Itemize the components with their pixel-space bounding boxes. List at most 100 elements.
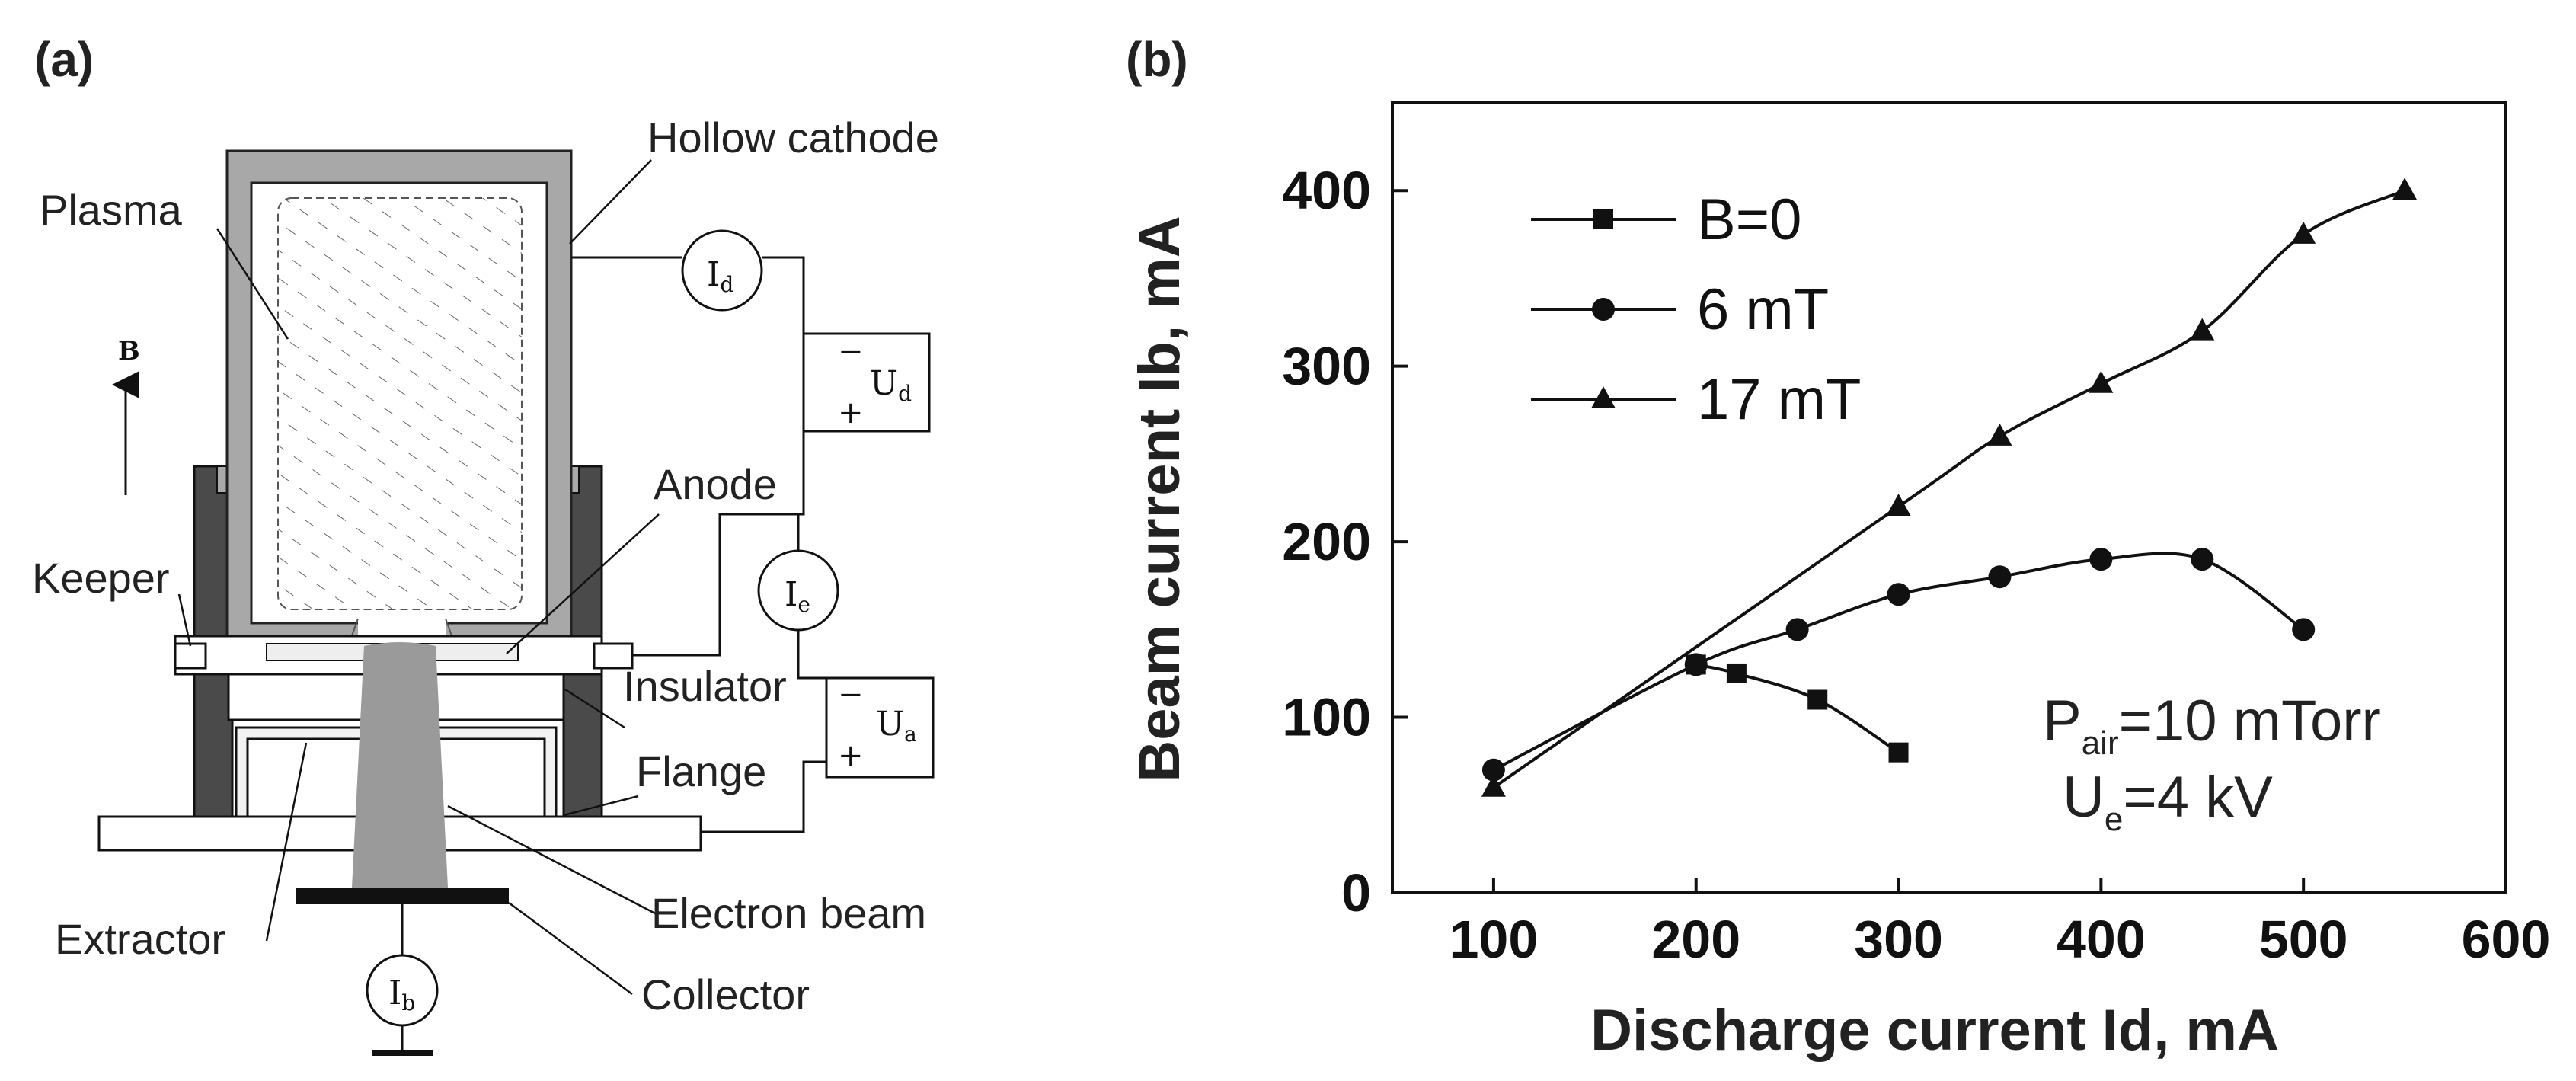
y-tick-label: 0: [1341, 863, 1371, 923]
field-label: B: [118, 336, 140, 366]
x-tick-label: 400: [2057, 910, 2146, 969]
circuit-wires: [571, 256, 826, 833]
collector: [296, 888, 509, 904]
supply-ud-minus: −: [838, 334, 864, 369]
label-keeper: Keeper: [32, 554, 170, 602]
data-point-6-mt: [1785, 618, 1809, 641]
legend-item-17-mt: 17 mT: [1531, 367, 1861, 432]
meter-id: [681, 229, 763, 312]
meter-ie-main: I: [785, 575, 797, 614]
legend-label: 17 mT: [1697, 367, 1861, 432]
data-point-6-mt: [2191, 548, 2214, 571]
supply-ua: [825, 676, 935, 779]
annotation-voltage-sub: e: [2105, 801, 2123, 838]
meter-ie-sub: e: [797, 592, 810, 617]
panel-a-tag: (a): [34, 32, 94, 87]
supply-ud-plus: +: [838, 395, 864, 430]
y-tick-label: 100: [1282, 688, 1371, 747]
data-point-6-mt: [1684, 653, 1708, 676]
legend-item-b-0: B=0: [1531, 187, 1801, 252]
y-tick-label: 400: [1282, 161, 1371, 220]
data-point-17-mt: [2190, 318, 2215, 341]
panel-a: (a) Ib B: [32, 32, 939, 1056]
annotation-voltage-rest: =4 kV: [2123, 765, 2273, 830]
legend-label: 6 mT: [1697, 277, 1829, 342]
x-tick-label: 300: [1854, 910, 1943, 969]
chart: 100 200 300 400 500 600 0 100 200 300 400 B=0 6 mT 1…: [1127, 101, 2551, 1063]
legend-marker: [1592, 298, 1615, 321]
leader-lines: [177, 159, 660, 996]
data-point-17-mt: [1987, 423, 2012, 446]
legend-label: B=0: [1697, 187, 1801, 252]
series-6-mt: [1481, 548, 2316, 782]
data-point-6-mt: [1481, 758, 1505, 782]
data-point-17-mt: [1886, 494, 1911, 517]
svg-text:Ud: Ud: [870, 364, 912, 406]
x-tick-label: 100: [1449, 910, 1539, 969]
legend-item-6-mt: 6 mT: [1531, 277, 1829, 342]
data-point-17-mt: [2392, 178, 2418, 200]
supply-ua-main: U: [876, 705, 904, 744]
data-point-6-mt: [2292, 618, 2316, 641]
x-tick-label: 600: [2462, 910, 2551, 969]
electron-beam: [352, 642, 448, 888]
label-collector: Collector: [641, 971, 810, 1019]
panel-b-tag: (b): [1126, 32, 1188, 87]
keeper-left-tab: [174, 642, 207, 670]
series-line-b-0: [1695, 663, 1900, 754]
svg-text:Ib: Ib: [388, 974, 415, 1015]
data-point-6-mt: [2089, 548, 2113, 571]
y-tick-label: 300: [1282, 337, 1371, 396]
supply-ua-sub: a: [904, 721, 917, 747]
keeper-right-tab: [593, 642, 634, 670]
y-axis-label: Beam current Ib, mA: [1127, 216, 1192, 782]
label-electron-beam: Electron beam: [651, 889, 926, 937]
label-flange: Flange: [636, 747, 766, 795]
x-tick-label: 500: [2259, 910, 2348, 969]
legend-marker: [1593, 209, 1613, 229]
plot-frame: [1391, 101, 2507, 894]
x-axis-label: Discharge current Id, mA: [1590, 998, 2279, 1063]
label-plasma: Plasma: [40, 186, 183, 234]
meter-ib-sub: b: [401, 990, 415, 1015]
annotation-pressure: Pair=10 mTorr: [2043, 689, 2381, 762]
series-17-mt: [1481, 178, 2418, 797]
svg-text:Id: Id: [707, 255, 733, 297]
series-line-6-mt: [1492, 552, 2305, 772]
supply-ua-plus: +: [838, 738, 864, 773]
svg-text:Ie: Ie: [785, 575, 810, 617]
x-tick-label: 200: [1651, 910, 1740, 969]
supply-ud-sub: d: [898, 381, 912, 406]
annotation-voltage-main: U: [2063, 765, 2105, 830]
annotation-pressure-main: P: [2043, 689, 2082, 753]
y-tick-label: 200: [1282, 512, 1371, 571]
panel-b: (b) 100 200 300 400 500 600 0 100 200 300 400 B=0 6…: [1126, 32, 2550, 1063]
data-point-6-mt: [1988, 565, 2012, 589]
supply-ud: [802, 332, 931, 433]
data-point-17-mt: [2291, 221, 2316, 244]
series-b-0: [1686, 654, 1909, 763]
data-point-17-mt: [1481, 774, 1506, 797]
supply-ua-minus: −: [838, 677, 864, 712]
label-hollow-cathode: Hollow cathode: [647, 114, 939, 162]
svg-text:Ua: Ua: [876, 705, 917, 747]
supply-ud-main: U: [870, 364, 898, 403]
data-point-17-mt: [2089, 370, 2114, 393]
label-insulator: Insulator: [623, 662, 787, 710]
data-point-b-0: [1888, 742, 1909, 763]
plasma-region: [277, 197, 523, 610]
data-point-b-0: [1726, 663, 1747, 683]
series-line-17-mt: [1492, 189, 2405, 789]
meter-id-sub: d: [720, 272, 733, 297]
label-extractor: Extractor: [55, 915, 225, 963]
data-point-b-0: [1807, 689, 1828, 710]
data-point-6-mt: [1887, 583, 1910, 606]
annotation-pressure-rest: =10 mTorr: [2119, 689, 2381, 753]
annotation-pressure-sub: air: [2082, 724, 2119, 762]
meter-ie: [757, 549, 839, 632]
legend-marker: [1591, 386, 1616, 408]
meter-ib-main: I: [388, 974, 401, 1012]
label-anode: Anode: [654, 460, 777, 508]
annotation-voltage: Ue=4 kV: [2063, 765, 2273, 838]
